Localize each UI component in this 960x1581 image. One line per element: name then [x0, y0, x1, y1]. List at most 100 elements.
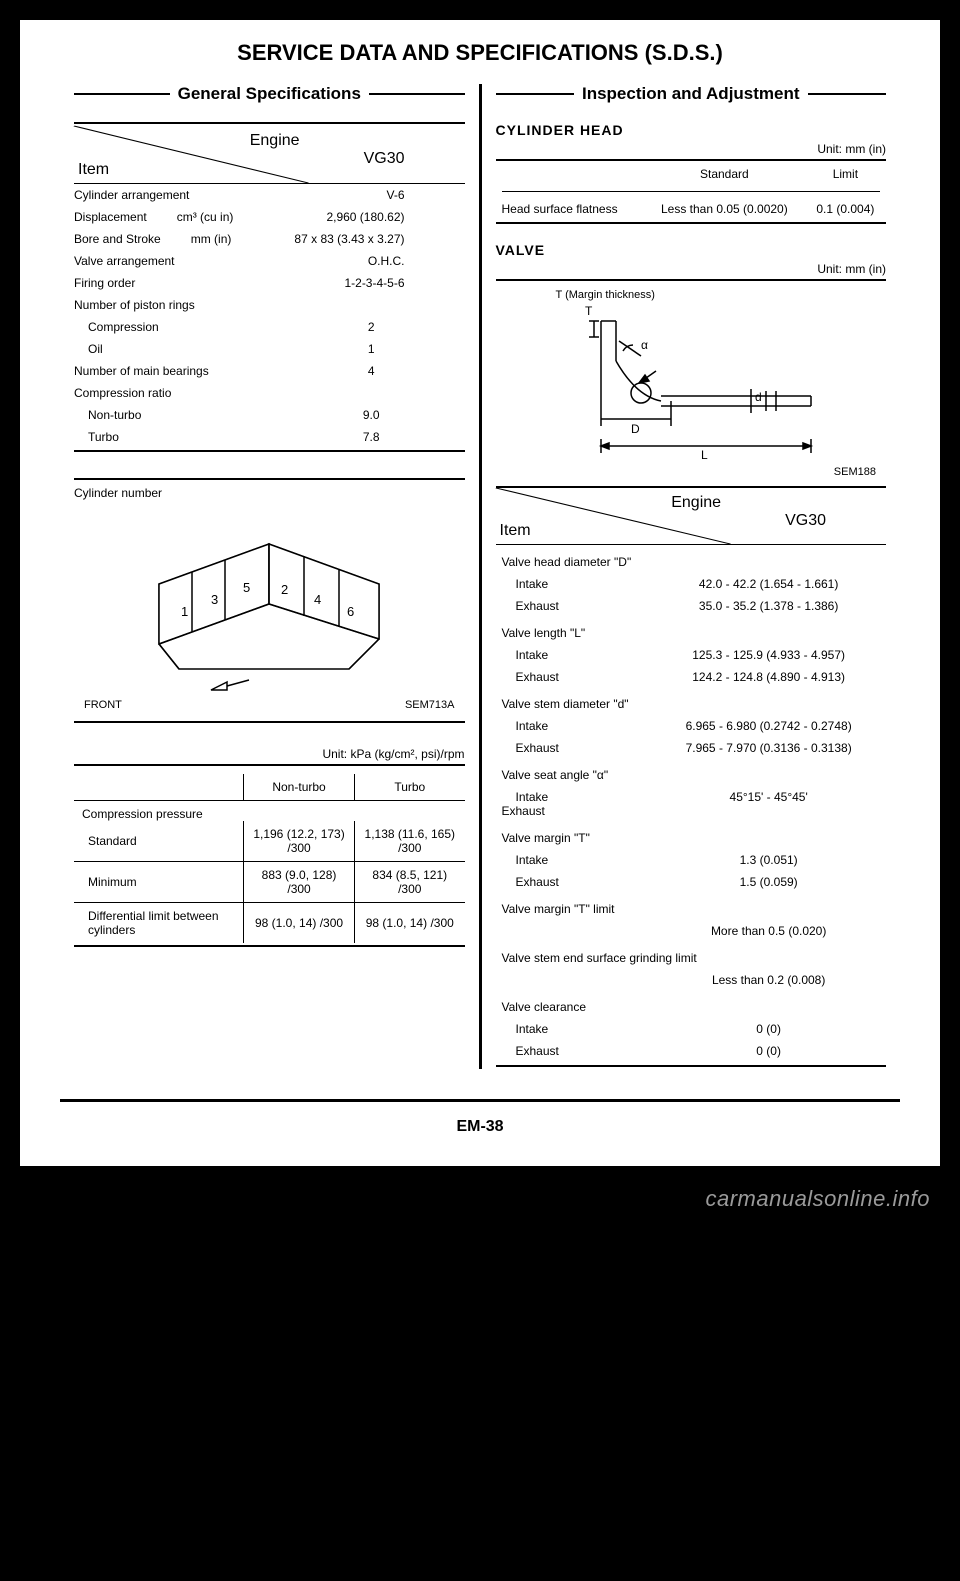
- spec-group-header: Valve margin "T": [498, 823, 885, 848]
- value: 7.965 - 7.970 (0.3136 - 0.3138): [653, 738, 884, 758]
- spec-row: Valve arrangementO.H.C.: [74, 250, 465, 272]
- engine-label: Engine: [250, 132, 300, 150]
- label: Valve head diameter "D": [498, 547, 885, 572]
- engine-label: Engine: [671, 494, 721, 512]
- spec-row: Intake0 (0): [498, 1019, 885, 1039]
- cylinder-head-title: CYLINDER HEAD: [496, 122, 887, 138]
- spec-group-header: Valve seat angle "α": [498, 760, 885, 785]
- cylinder-diagram: 1 3 5 2 4 6: [74, 504, 465, 699]
- col-turbo: Turbo: [355, 774, 465, 801]
- value: More than 0.5 (0.020): [653, 921, 884, 941]
- spec-row: Firing order1-2-3-4-5-6: [74, 272, 465, 294]
- label: Intake: [498, 850, 652, 870]
- rule: [496, 159, 887, 161]
- spec-row: Bore and Strokemm (in)87 x 83 (3.43 x 3.…: [74, 228, 465, 250]
- valve-unit: Unit: mm (in): [496, 262, 887, 276]
- flatness-label: Head surface flatness: [496, 198, 644, 220]
- compression-pressure-header: Compression pressure: [74, 801, 465, 822]
- rule: [74, 764, 465, 766]
- valve-specs-table: Valve head diameter "D"Intake42.0 - 42.2…: [496, 545, 887, 1063]
- engine-model: VG30: [785, 512, 826, 530]
- piston-rings-rows: Compression2Oil1: [74, 316, 465, 360]
- value: 883 (9.0, 128) /300: [244, 862, 355, 903]
- label: Turbo: [74, 430, 119, 444]
- diagram-code: SEM713A: [405, 699, 455, 711]
- label: Exhaust: [498, 1041, 652, 1061]
- item-label: Item: [78, 161, 109, 179]
- unit: mm (in): [191, 232, 232, 246]
- engine-model: VG30: [364, 150, 405, 168]
- label: Compression: [74, 320, 159, 334]
- valve-diagram: T α D d L: [496, 301, 887, 466]
- limit-header: Limit: [805, 163, 886, 185]
- spec-row: Intake6.965 - 6.980 (0.2742 - 0.2748): [498, 716, 885, 736]
- spec-row: Intake42.0 - 42.2 (1.654 - 1.661): [498, 574, 885, 594]
- spec-group-header: Valve margin "T" limit: [498, 894, 885, 919]
- general-spec-heading: General Specifications: [170, 84, 369, 104]
- flatness-std: Less than 0.05 (0.0020): [644, 198, 805, 220]
- front-label: FRONT: [84, 699, 122, 711]
- spec-row: Exhaust35.0 - 35.2 (1.378 - 1.386): [498, 596, 885, 616]
- unit: cm³ (cu in): [177, 210, 234, 224]
- label: Valve seat angle "α": [498, 760, 885, 785]
- value: O.H.C.: [368, 254, 465, 268]
- label: Intake: [498, 1019, 652, 1039]
- bottom-rule: [60, 1099, 900, 1102]
- flatness-limit: 0.1 (0.004): [805, 198, 886, 220]
- spec-row: Exhaust1.5 (0.059): [498, 872, 885, 892]
- page-number: EM-38: [60, 1118, 900, 1136]
- label: Intake: [498, 645, 652, 665]
- engine-item-header: Engine VG30 Item: [74, 126, 465, 184]
- piston-rings-header: Number of piston rings: [74, 294, 465, 316]
- document-page: SERVICE DATA AND SPECIFICATIONS (S.D.S.)…: [20, 20, 940, 1166]
- label: Exhaust: [498, 738, 652, 758]
- value: V-6: [386, 188, 464, 202]
- cylinder-head-unit: Unit: mm (in): [496, 142, 887, 156]
- label: Differential limit between cylinders: [74, 903, 244, 944]
- main-bearings-row: Number of main bearings 4: [74, 360, 465, 382]
- value: Less than 0.2 (0.008): [653, 970, 884, 990]
- label: Exhaust: [498, 596, 652, 616]
- spec-row: Intake125.3 - 125.9 (4.933 - 4.957): [498, 645, 885, 665]
- value: 1-2-3-4-5-6: [344, 276, 464, 290]
- rule: [496, 93, 574, 95]
- spec-group-header: Valve clearance: [498, 992, 885, 1017]
- columns-wrapper: General Specifications Engine VG30 Item …: [60, 84, 900, 1069]
- svg-text:D: D: [631, 422, 640, 436]
- value: 1: [368, 342, 465, 356]
- value: 2: [368, 320, 465, 334]
- valve-title: VALVE: [496, 242, 887, 258]
- engine-block-svg: 1 3 5 2 4 6: [139, 504, 399, 694]
- item-label: Item: [500, 522, 531, 540]
- value: 9.0: [363, 408, 465, 422]
- compression-unit: Unit: kPa (kg/cm², psi)/rpm: [74, 747, 465, 761]
- spec-row: Intake Exhaust45°15' - 45°45': [498, 787, 885, 821]
- spec-row: More than 0.5 (0.020): [498, 921, 885, 941]
- label: Valve stem end surface grinding limit: [498, 943, 885, 968]
- value: 124.2 - 124.8 (4.890 - 4.913): [653, 667, 884, 687]
- label: Compression ratio: [74, 386, 171, 400]
- label: Valve length "L": [498, 618, 885, 643]
- value: 98 (1.0, 14) /300: [244, 903, 355, 944]
- label: Minimum: [74, 862, 244, 903]
- value: 834 (8.5, 121) /300: [355, 862, 465, 903]
- table-header-row: Non-turbo Turbo: [74, 774, 465, 801]
- watermark: carmanualsonline.info: [0, 1166, 960, 1552]
- rule: [74, 93, 170, 95]
- table-header-row: Standard Limit: [496, 163, 887, 185]
- compression-ratio-header: Compression ratio: [74, 382, 465, 404]
- svg-text:4: 4: [314, 592, 321, 607]
- label: Intake: [498, 716, 652, 736]
- spec-row: Cylinder arrangementV-6: [74, 184, 465, 206]
- valve-diagram-box: T (Margin thickness): [496, 279, 887, 487]
- rule: [808, 93, 886, 95]
- value: 7.8: [363, 430, 465, 444]
- left-column: General Specifications Engine VG30 Item …: [60, 84, 479, 1069]
- value: 42.0 - 42.2 (1.654 - 1.661): [653, 574, 884, 594]
- engine-item-header-2: Engine VG30 Item: [496, 487, 887, 545]
- label: Intake Exhaust: [498, 787, 652, 821]
- value: 45°15' - 45°45': [653, 787, 884, 821]
- valve-svg: T α D d L: [541, 301, 841, 461]
- spec-row: Exhaust7.965 - 7.970 (0.3136 - 0.3138): [498, 738, 885, 758]
- label: Valve margin "T": [498, 823, 885, 848]
